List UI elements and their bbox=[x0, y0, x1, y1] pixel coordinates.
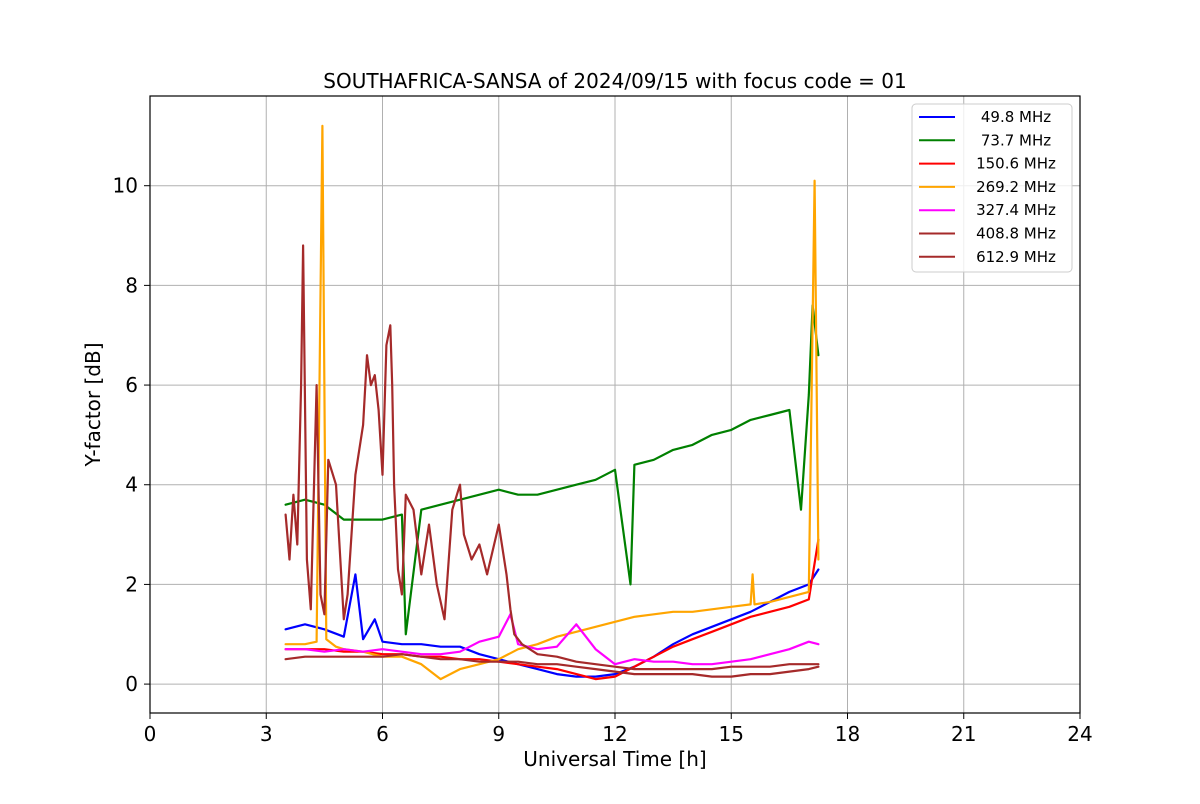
legend-label: 49.8 MHz bbox=[981, 108, 1051, 126]
legend-label: 150.6 MHz bbox=[976, 155, 1056, 173]
legend: 49.8 MHz 73.7 MHz 150.6 MHz 269.2 MHz 327.4 … bbox=[911, 103, 1073, 273]
legend-label: 73.7 MHz bbox=[981, 131, 1051, 149]
y-tick-label: 2 bbox=[125, 572, 138, 596]
series-line-4 bbox=[284, 124, 820, 681]
legend-label: 408.8 MHz bbox=[976, 225, 1056, 243]
x-axis-label: Universal Time [h] bbox=[523, 747, 706, 771]
series-line-7 bbox=[284, 244, 820, 671]
x-tick-label: 12 bbox=[602, 722, 627, 746]
y-tick-label: 0 bbox=[125, 672, 138, 696]
legend-box bbox=[911, 103, 1073, 273]
x-tick-label: 0 bbox=[144, 722, 157, 746]
x-tick-label: 21 bbox=[951, 722, 976, 746]
x-axis-ticks: 0 3 6 9 12 15 18 21 24 bbox=[144, 713, 1093, 746]
series-lines bbox=[284, 124, 820, 681]
y-axis-ticks: 0 2 4 6 8 10 bbox=[113, 174, 150, 696]
x-tick-label: 24 bbox=[1067, 722, 1092, 746]
series-line-6 bbox=[284, 653, 820, 678]
x-tick-label: 15 bbox=[719, 722, 744, 746]
y-tick-label: 6 bbox=[125, 373, 138, 397]
y-tick-label: 8 bbox=[125, 273, 138, 297]
series-line-5 bbox=[284, 613, 820, 666]
legend-label: 612.9 MHz bbox=[976, 248, 1056, 266]
series-line-2 bbox=[284, 304, 820, 636]
x-tick-label: 18 bbox=[835, 722, 860, 746]
y-tick-label: 10 bbox=[113, 174, 138, 198]
series-line-1 bbox=[284, 568, 820, 678]
y-axis-label: Y-factor [dB] bbox=[81, 342, 105, 467]
x-tick-label: 9 bbox=[492, 722, 505, 746]
legend-label: 269.2 MHz bbox=[976, 178, 1056, 196]
legend-label: 327.4 MHz bbox=[976, 201, 1056, 219]
x-tick-label: 6 bbox=[376, 722, 389, 746]
legend-items: 49.8 MHz 73.7 MHz 150.6 MHz 269.2 MHz 327.4 … bbox=[919, 108, 1056, 266]
chart-title: SOUTHAFRICA-SANSA of 2024/09/15 with foc… bbox=[323, 69, 907, 93]
y-tick-label: 4 bbox=[125, 473, 138, 497]
x-tick-label: 3 bbox=[260, 722, 273, 746]
series-line-3 bbox=[284, 538, 820, 681]
